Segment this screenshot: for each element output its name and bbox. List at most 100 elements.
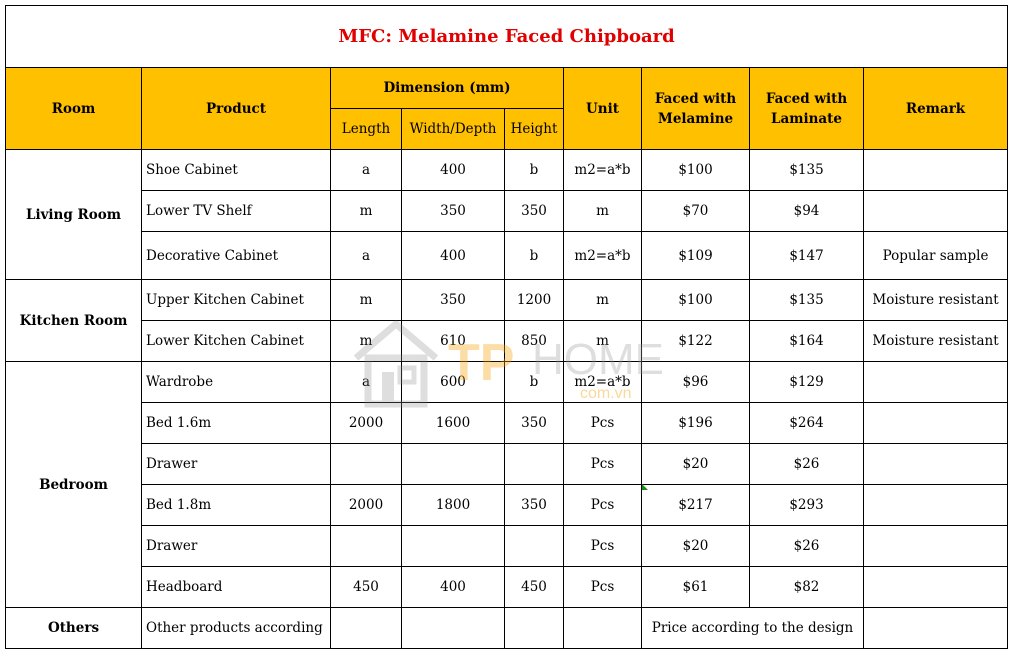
- cell-height: 350: [504, 484, 564, 526]
- cell-product: Headboard: [141, 566, 331, 608]
- cell-unit: m: [563, 190, 642, 232]
- cell-unit: Pcs: [563, 525, 642, 567]
- cell-width: 350: [401, 279, 505, 321]
- cell-height: 850: [504, 320, 564, 362]
- cell-width: [401, 607, 505, 649]
- cell-unit: m: [563, 320, 642, 362]
- header-unit: Unit: [563, 67, 642, 150]
- cell-remark: [862, 361, 1009, 403]
- cell-product: Lower Kitchen Cabinet: [141, 320, 331, 362]
- cell-melamine: $61: [641, 566, 750, 608]
- table-title: MFC: Melamine Faced Chipboard: [4, 5, 1009, 68]
- cell-laminate: $82: [749, 566, 864, 608]
- cell-width: 600: [401, 361, 505, 403]
- cell-height: b: [504, 361, 564, 403]
- cell-width: 400: [401, 149, 505, 191]
- cell-length: a: [330, 361, 402, 403]
- cell-remark: [862, 443, 1009, 485]
- price-table: MFC: Melamine Faced Chipboard Room Produ…: [4, 5, 1009, 649]
- cell-product: Upper Kitchen Cabinet: [141, 279, 331, 321]
- cell-melamine: $100: [641, 279, 750, 321]
- cell-length: [330, 607, 402, 649]
- cell-melamine: $20: [641, 443, 750, 485]
- header-melamine: Faced with Melamine: [641, 67, 750, 150]
- cell-melamine: $109: [641, 231, 750, 280]
- cell-length: a: [330, 231, 402, 280]
- table-row: Bed 1.6m 2000 1600 350 Pcs $196 $264: [6, 402, 1009, 444]
- cell-length: m: [330, 320, 402, 362]
- cell-laminate: $26: [749, 443, 864, 485]
- cell-unit: Pcs: [563, 443, 642, 485]
- cell-length: m: [330, 279, 402, 321]
- cell-product: Shoe Cabinet: [141, 149, 331, 191]
- table-row: Kitchen Room Upper Kitchen Cabinet m 350…: [5, 279, 1009, 362]
- cell-length: a: [330, 149, 402, 191]
- cell-remark: [862, 402, 1009, 444]
- cell-laminate: $293: [749, 484, 864, 526]
- cell-length: m: [330, 190, 402, 232]
- cell-height: b: [504, 149, 564, 191]
- cell-unit: m: [563, 279, 642, 321]
- header-dimension: Dimension (mm): [330, 67, 564, 109]
- cell-unit: m2=a*b: [563, 361, 642, 403]
- cell-remark: [862, 484, 1009, 526]
- cell-length: [330, 525, 402, 567]
- room-bedroom: Bedroom: [5, 361, 142, 608]
- cell-width: [401, 525, 505, 567]
- table-row: Others Other products according Price ac…: [5, 607, 1009, 649]
- cell-price-design: Price according to the design: [641, 607, 864, 649]
- cell-height: [504, 443, 564, 485]
- cell-remark: [862, 566, 1009, 608]
- cell-width: 400: [401, 566, 505, 608]
- cell-laminate: $264: [749, 402, 864, 444]
- cell-height: 450: [504, 566, 564, 608]
- cell-melamine: $20: [641, 525, 750, 567]
- cell-height: 350: [504, 190, 564, 232]
- table-row: Decorative Cabinet a 400 b m2=a*b $109 $…: [6, 231, 1009, 280]
- cell-product: Decorative Cabinet: [141, 231, 331, 280]
- cell-unit: m2=a*b: [563, 149, 642, 191]
- room-others: Others: [5, 607, 142, 649]
- header-room: Room: [5, 67, 142, 150]
- header-length: Length: [330, 108, 402, 150]
- table-row: Living Room Shoe Cabinet a 400 b m2=a*b …: [5, 149, 1009, 280]
- cell-remark: [862, 149, 1009, 191]
- cell-unit: m2=a*b: [563, 231, 642, 280]
- cell-length: 2000: [330, 402, 402, 444]
- cell-melamine: $122: [641, 320, 750, 362]
- table-row: Headboard 450 400 450 Pcs $61 $82: [6, 566, 1009, 608]
- cell-remark: [862, 190, 1009, 232]
- cell-unit: [563, 607, 642, 649]
- cell-laminate: $135: [749, 149, 864, 191]
- cell-unit: Pcs: [563, 566, 642, 608]
- cell-width: 610: [401, 320, 505, 362]
- header-height: Height: [504, 108, 564, 150]
- cell-laminate: $147: [749, 231, 864, 280]
- price-table-container: MFC: Melamine Faced Chipboard Room Produ…: [4, 5, 1009, 651]
- cell-melamine: $217: [641, 484, 750, 526]
- room-kitchen: Kitchen Room: [5, 279, 142, 362]
- cell-width: 1600: [401, 402, 505, 444]
- cell-product: Lower TV Shelf: [141, 190, 331, 232]
- cell-laminate: $26: [749, 525, 864, 567]
- table-row: Lower TV Shelf m 350 350 m $70 $94: [6, 190, 1009, 232]
- cell-height: [504, 607, 564, 649]
- cell-product: Wardrobe: [141, 361, 331, 403]
- cell-laminate: $164: [749, 320, 864, 362]
- cell-height: 1200: [504, 279, 564, 321]
- cell-product: Other products according: [141, 607, 331, 649]
- cell-remark: Moisture resistant: [862, 320, 1009, 362]
- header-product: Product: [141, 67, 331, 150]
- cell-remark: Moisture resistant: [862, 279, 1009, 321]
- cell-melamine: $96: [641, 361, 750, 403]
- header-laminate: Faced with Laminate: [749, 67, 864, 150]
- cell-width: 400: [401, 231, 505, 280]
- cell-height: [504, 525, 564, 567]
- cell-length: [330, 443, 402, 485]
- cell-product: Bed 1.8m: [141, 484, 331, 526]
- cell-laminate: $129: [749, 361, 864, 403]
- cell-length: 450: [330, 566, 402, 608]
- table-row: Bedroom Wardrobe a 600 b m2=a*b $96 $129: [5, 361, 1009, 608]
- cell-width: 350: [401, 190, 505, 232]
- cell-width: 1800: [401, 484, 505, 526]
